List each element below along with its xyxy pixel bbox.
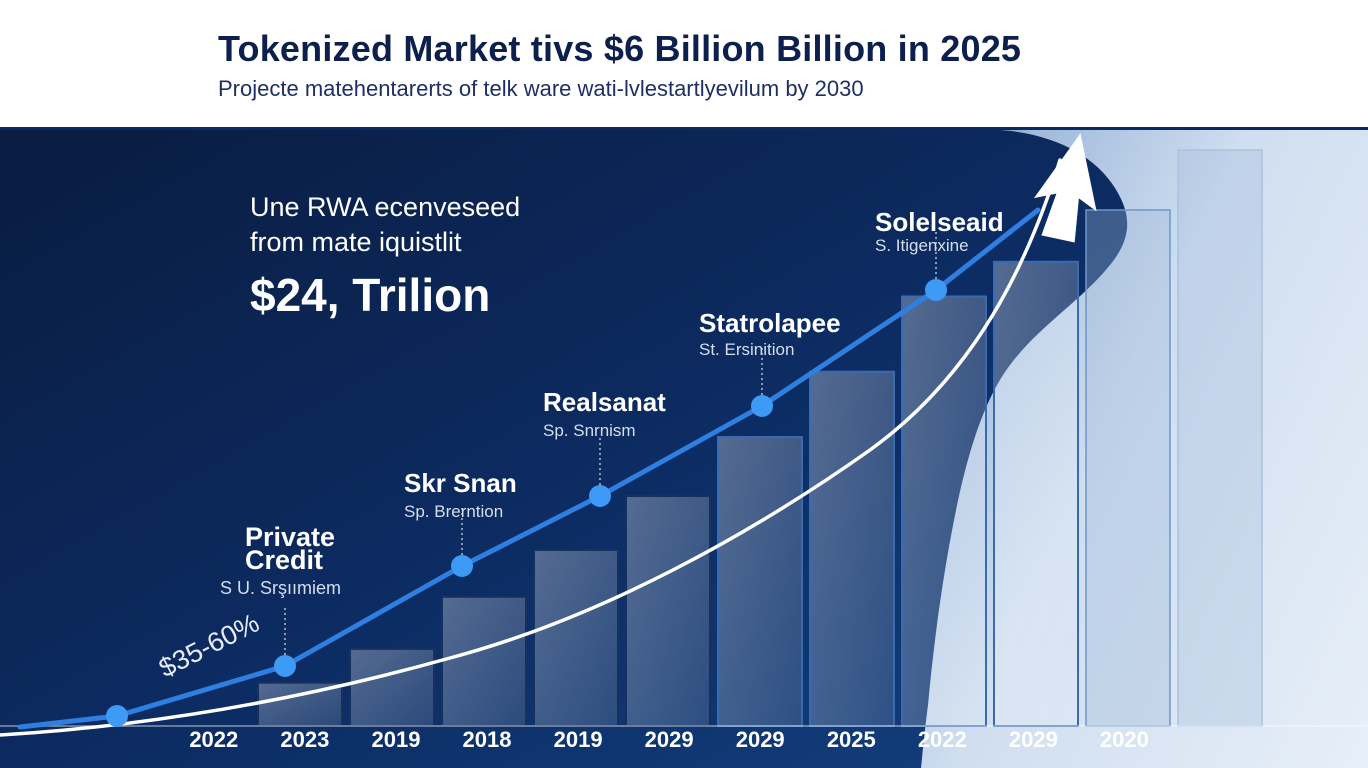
svg-text:2023: 2023 [280, 727, 329, 752]
svg-text:Sp. Snrnism: Sp. Snrnism [543, 421, 636, 440]
svg-text:2018: 2018 [463, 727, 512, 752]
svg-text:Solelseaid: Solelseaid [875, 207, 1004, 237]
svg-text:St. Ersinition: St. Ersinition [699, 340, 794, 359]
svg-text:$35-60%: $35-60% [154, 608, 264, 684]
svg-text:Sp. Brerntion: Sp. Brerntion [404, 502, 503, 521]
svg-text:2029: 2029 [1009, 727, 1058, 752]
svg-text:Realsanat: Realsanat [543, 387, 666, 417]
svg-text:2025: 2025 [827, 727, 876, 752]
svg-text:2029: 2029 [736, 727, 785, 752]
svg-text:S U. Srşıımiem: S U. Srşıımiem [220, 578, 341, 598]
svg-text:Credit: Credit [245, 545, 323, 575]
svg-text:2019: 2019 [372, 727, 421, 752]
svg-text:2022: 2022 [189, 727, 238, 752]
svg-text:2019: 2019 [554, 727, 603, 752]
svg-text:2022: 2022 [918, 727, 967, 752]
svg-text:S. Itigenxine: S. Itigenxine [875, 236, 969, 255]
svg-text:Statrolapee: Statrolapee [699, 308, 841, 338]
svg-text:2020: 2020 [1100, 727, 1149, 752]
svg-text:2029: 2029 [645, 727, 694, 752]
svg-text:Skr Snan: Skr Snan [404, 468, 517, 498]
